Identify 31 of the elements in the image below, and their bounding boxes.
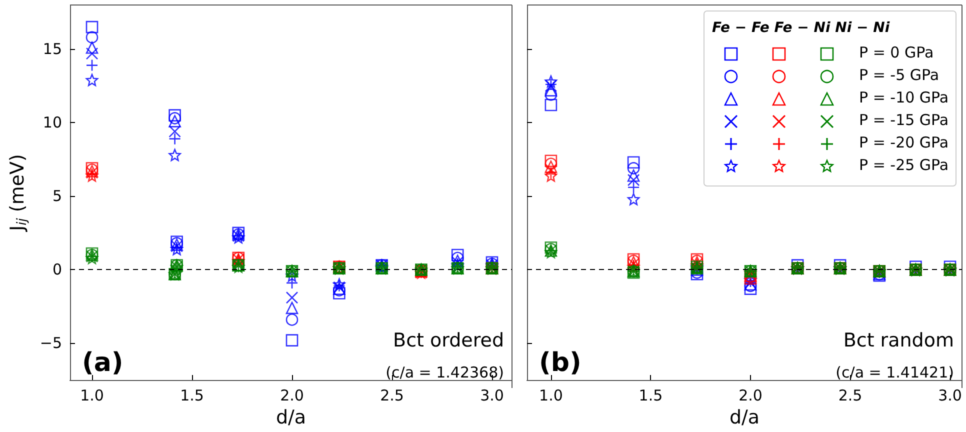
x-tick-label: 2.0	[280, 386, 304, 404]
legend-label: P = -10 GPa	[859, 88, 949, 106]
legend-label: P = -15 GPa	[859, 111, 949, 129]
y-tick-label: 5	[52, 187, 62, 206]
x-tick-label: 1.5	[638, 386, 663, 404]
annotation: (b)	[539, 348, 582, 378]
x-tick-label: 3.0	[480, 386, 504, 404]
x-axis-title: d/a	[729, 406, 760, 428]
annotation: Bct ordered	[393, 330, 504, 352]
legend-label: P = 0 GPa	[859, 44, 934, 62]
legend-label: P = -20 GPa	[859, 134, 949, 152]
y-tick-label: 10	[42, 114, 62, 132]
x-tick-label: 1.5	[180, 386, 204, 404]
x-tick-label: 2.0	[738, 386, 762, 404]
y-axis-title: Jij (meV)	[6, 154, 30, 232]
legend-label: P = -5 GPa	[859, 66, 940, 84]
y-tick-label: −5	[40, 334, 62, 352]
x-tick-label: 3.0	[938, 386, 962, 404]
legend-label: P = -25 GPa	[859, 156, 949, 174]
x-axis-title: d/a	[276, 406, 306, 428]
annotation: (c/a = 1.41421)	[836, 364, 954, 382]
y-tick-label: 0	[52, 260, 62, 279]
annotation: Bct random	[843, 330, 954, 352]
annotation: (c/a = 1.42368)	[386, 364, 504, 382]
annotation: (a)	[82, 348, 124, 378]
x-tick-label: 1.0	[80, 386, 104, 404]
y-tick-label: 15	[42, 40, 62, 58]
legend-title: Fe − Fe Fe − Ni Ni − Ni	[712, 20, 890, 36]
x-tick-label: 1.0	[539, 386, 563, 404]
x-tick-label: 2.5	[838, 386, 862, 404]
x-tick-label: 2.5	[380, 386, 404, 404]
